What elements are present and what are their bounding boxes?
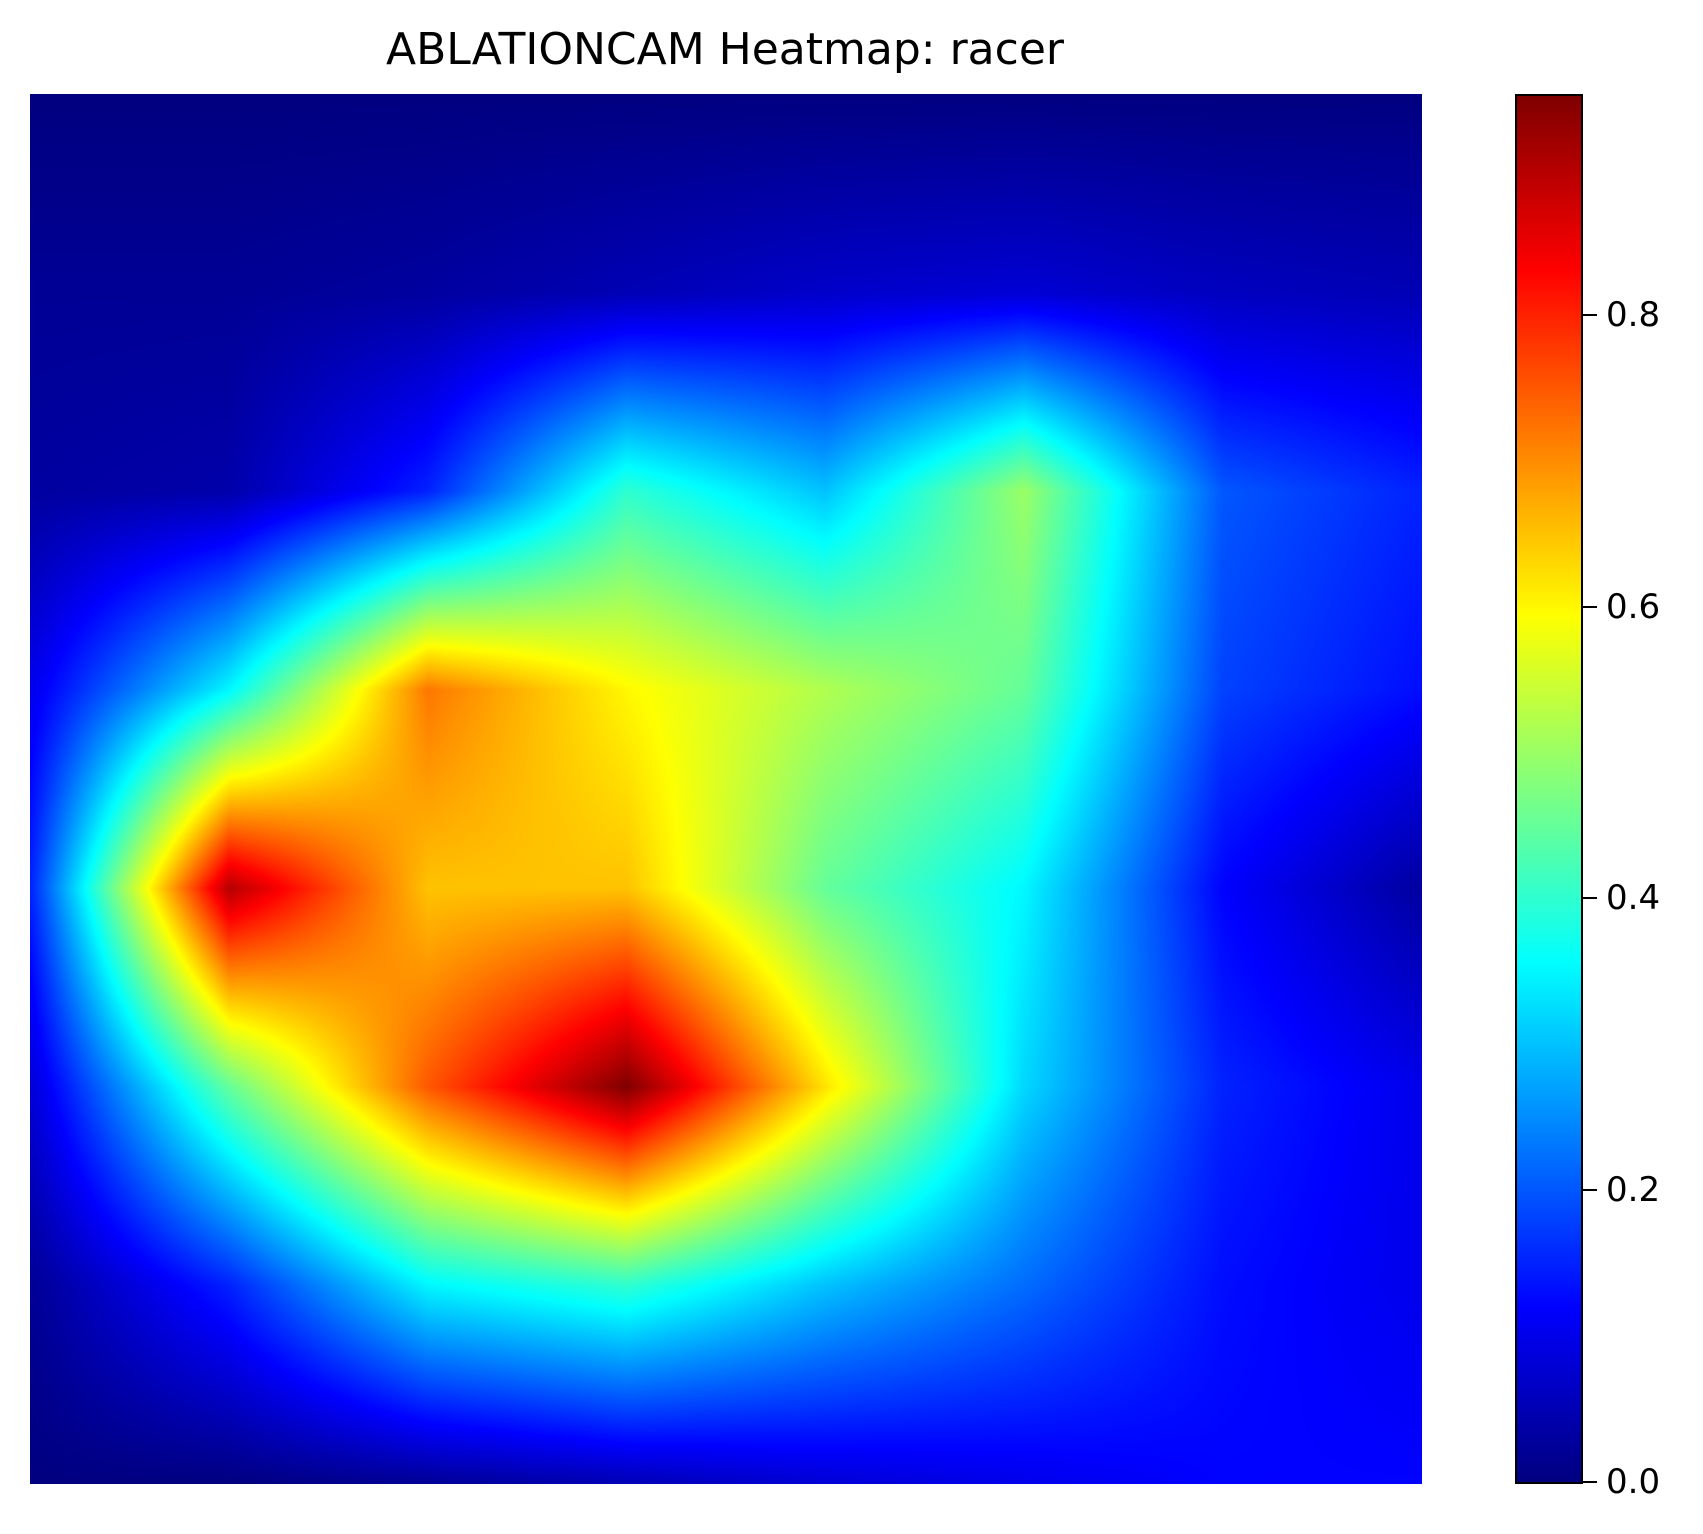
- heatmap-plot: [30, 94, 1422, 1484]
- chart-title: ABLATIONCAM Heatmap: racer: [385, 24, 1064, 75]
- colorbar-tick-label: 0.0: [1606, 1462, 1661, 1502]
- colorbar-tick: [1583, 605, 1597, 608]
- colorbar-tick: [1583, 897, 1597, 900]
- colorbar-tick: [1583, 1481, 1597, 1483]
- colorbar-tick-label: 0.4: [1606, 878, 1661, 919]
- colorbar-tick-label: 0.2: [1606, 1170, 1661, 1211]
- colorbar: [1515, 94, 1583, 1484]
- colorbar-tick: [1583, 313, 1597, 316]
- colorbar-tick: [1583, 1189, 1597, 1192]
- colorbar-tick-label: 0.8: [1606, 294, 1661, 335]
- colorbar-tick-label: 0.6: [1606, 586, 1661, 627]
